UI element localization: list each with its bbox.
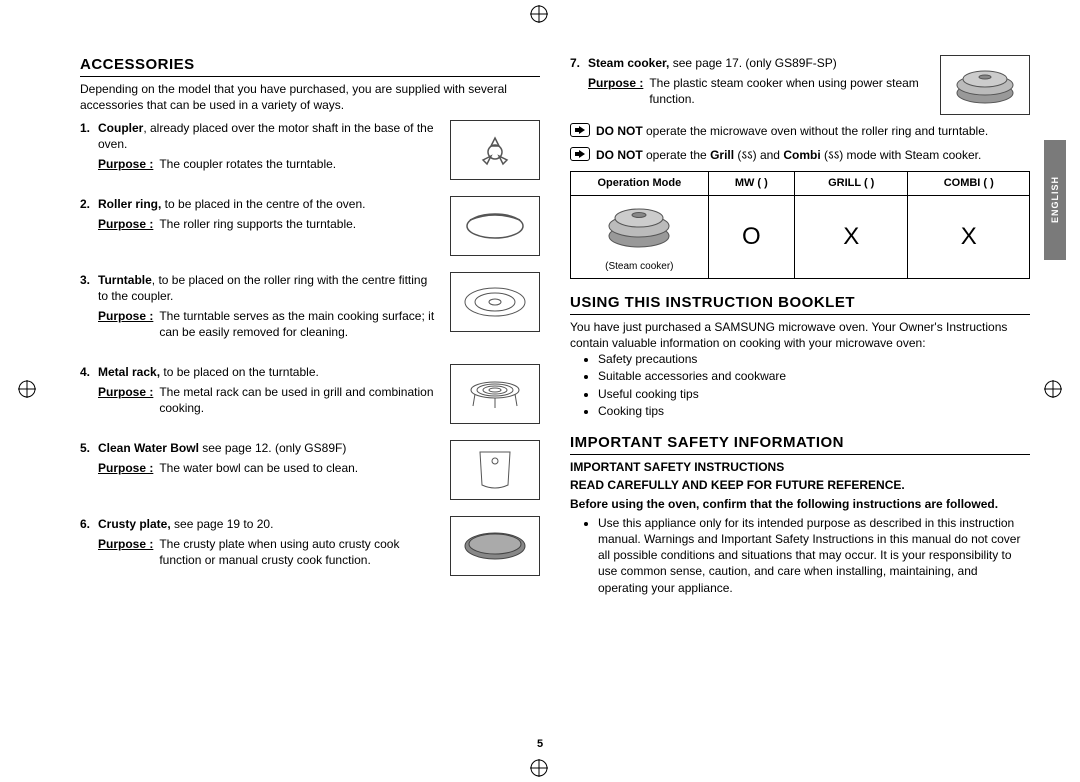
note-2: DO NOT operate the Grill (ऽऽ) and Combi …	[570, 147, 1030, 163]
accessory-item-4: 4. Metal rack, to be placed on the turnt…	[80, 364, 540, 432]
accessory-item-5: 5. Clean Water Bowl see page 12. (only G…	[80, 440, 540, 508]
regmark-top	[530, 5, 548, 23]
safety-section: IMPORTANT SAFETY INFORMATION IMPORTANT S…	[570, 433, 1030, 596]
left-column: ACCESSORIES Depending on the model that …	[80, 55, 540, 732]
operation-mode-table: Operation Mode MW ( ) GRILL ( ) COMBI ( …	[570, 171, 1030, 278]
regmark-left	[18, 380, 36, 398]
language-tab: ENGLISH	[1044, 140, 1066, 260]
roller-ring-icon	[450, 196, 540, 256]
safety-bullet: Use this appliance only for its intended…	[598, 515, 1030, 596]
accessories-heading: ACCESSORIES	[80, 55, 540, 77]
note-icon	[570, 147, 590, 161]
booklet-section: USING THIS INSTRUCTION BOOKLET You have …	[570, 293, 1030, 419]
crusty-plate-icon	[450, 516, 540, 576]
metal-rack-icon	[450, 364, 540, 424]
page-number: 5	[0, 737, 1080, 752]
regmark-bottom	[530, 759, 548, 777]
accessory-item-6: 6. Crusty plate, see page 19 to 20. Purp…	[80, 516, 540, 584]
booklet-list: Safety precautions Suitable accessories …	[570, 351, 1030, 419]
safety-heading: IMPORTANT SAFETY INFORMATION	[570, 433, 1030, 455]
steam-cooker-icon	[940, 55, 1030, 115]
water-bowl-icon	[450, 440, 540, 500]
note-1: DO NOT operate the microwave oven withou…	[570, 123, 1030, 139]
accessory-item-3: 3. Turntable, to be placed on the roller…	[80, 272, 540, 356]
note-icon	[570, 123, 590, 137]
table-steam-cooker-cell: (Steam cooker)	[571, 196, 709, 278]
coupler-icon	[450, 120, 540, 180]
page-content: ACCESSORIES Depending on the model that …	[80, 55, 1030, 732]
accessories-intro: Depending on the model that you have pur…	[80, 81, 540, 113]
accessory-item-7: 7. Steam cooker, see page 17. (only GS89…	[570, 55, 1030, 115]
booklet-heading: USING THIS INSTRUCTION BOOKLET	[570, 293, 1030, 315]
booklet-intro: You have just purchased a SAMSUNG microw…	[570, 319, 1030, 351]
right-column: 7. Steam cooker, see page 17. (only GS89…	[570, 55, 1030, 732]
regmark-right	[1044, 380, 1062, 398]
language-tab-label: ENGLISH	[1049, 176, 1061, 223]
accessory-item-1: 1. Coupler, already placed over the moto…	[80, 120, 540, 188]
accessory-item-2: 2. Roller ring, to be placed in the cent…	[80, 196, 540, 264]
turntable-icon	[450, 272, 540, 332]
